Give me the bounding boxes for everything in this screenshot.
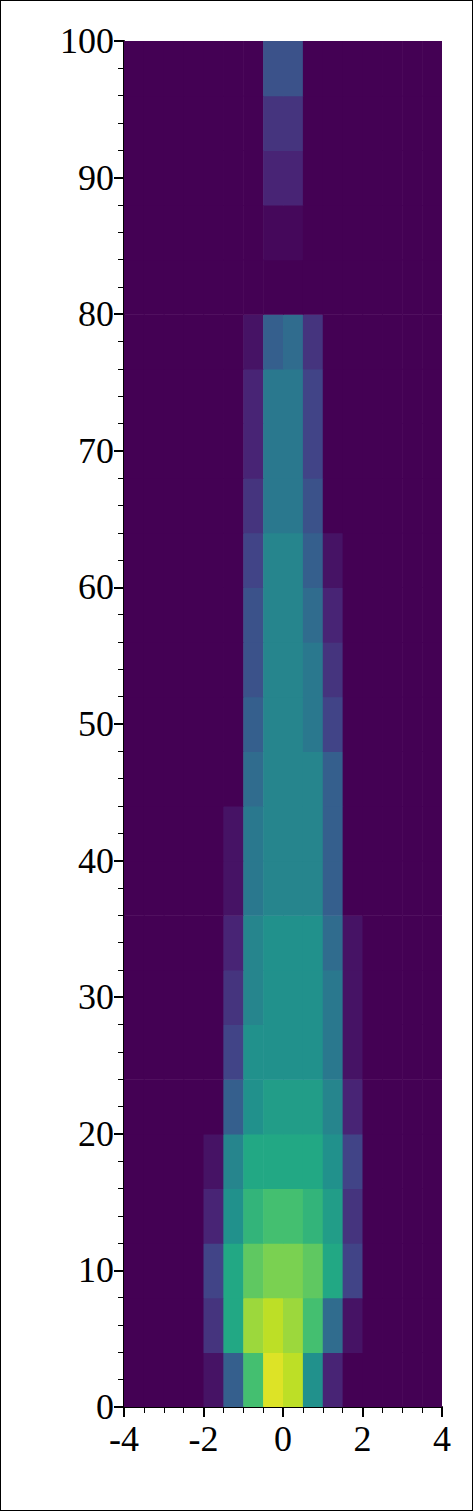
svg-text:80: 80: [78, 294, 114, 334]
svg-text:4: 4: [433, 1419, 451, 1459]
svg-text:20: 20: [78, 1114, 114, 1154]
svg-text:10: 10: [78, 1250, 114, 1290]
svg-text:0: 0: [274, 1419, 292, 1459]
svg-text:50: 50: [78, 704, 114, 744]
svg-text:0: 0: [96, 1387, 114, 1427]
svg-text:-4: -4: [109, 1419, 139, 1459]
svg-text:60: 60: [78, 567, 114, 607]
svg-text:30: 30: [78, 977, 114, 1017]
svg-text:70: 70: [78, 431, 114, 471]
svg-text:2: 2: [354, 1419, 372, 1459]
svg-text:100: 100: [60, 21, 114, 61]
svg-text:40: 40: [78, 841, 114, 881]
svg-text:90: 90: [78, 158, 114, 198]
svg-text:-2: -2: [189, 1419, 219, 1459]
